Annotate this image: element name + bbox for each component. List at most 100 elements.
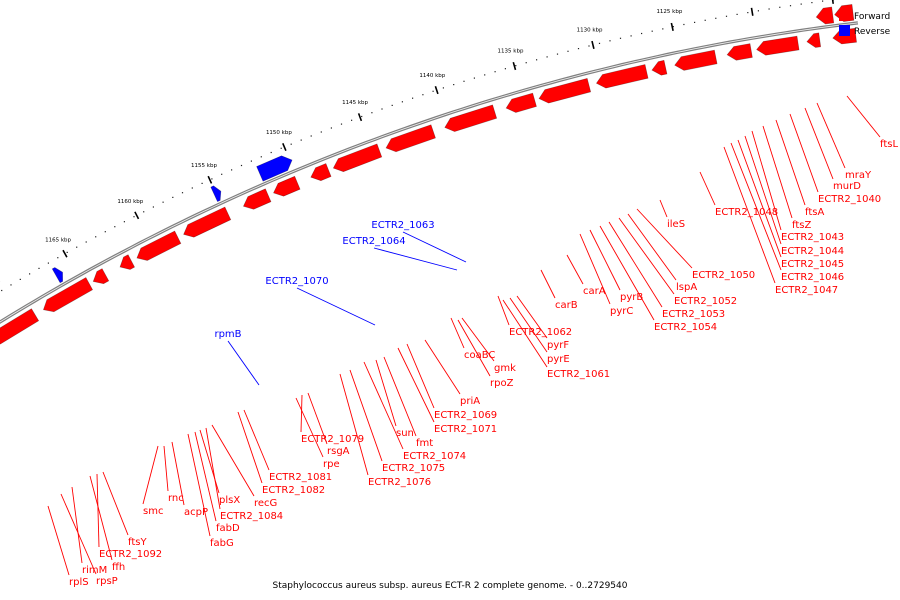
leader-line — [775, 119, 806, 206]
leader-line — [397, 347, 435, 423]
leader-line — [516, 295, 548, 339]
leader-line — [608, 221, 663, 308]
leader-line — [373, 247, 458, 271]
gene-label: ECTR2_1050 — [692, 270, 755, 281]
genome-caption: Staphylococcus aureus subsp. aureus ECT-… — [273, 581, 628, 591]
scale-dot — [779, 6, 781, 8]
forward-gene — [538, 78, 592, 104]
scale-dot — [133, 216, 135, 218]
forward-gene — [815, 6, 835, 25]
leader-line — [47, 505, 70, 576]
forward-gene — [756, 35, 800, 56]
scale-dot — [191, 187, 193, 189]
legend-label-reverse: Reverse — [854, 27, 891, 37]
scale-dot — [340, 123, 343, 125]
leader-line — [295, 397, 324, 458]
leader-line — [171, 441, 185, 506]
gene-label: rplS — [69, 577, 89, 588]
scale-dot — [10, 284, 12, 286]
gene-label: coaBC — [464, 350, 495, 361]
scale-dot — [432, 90, 434, 92]
scale-dot — [401, 101, 403, 103]
gene-label: ECTR2_1070 — [265, 276, 328, 287]
scale-dot — [290, 143, 292, 145]
tick-mark — [434, 86, 439, 95]
scale-dot — [123, 221, 125, 223]
scale-dot — [1, 289, 3, 292]
gene-label: ECTR2_1079 — [301, 434, 364, 445]
scale-dot — [280, 147, 282, 149]
scale-dot — [567, 50, 569, 52]
leader-line — [300, 394, 303, 433]
scale-dot — [811, 2, 813, 4]
gene-label: ECTR2_1047 — [775, 285, 838, 296]
gene-label: lspA — [676, 282, 697, 293]
legend-label-forward: Forward — [854, 12, 890, 22]
forward-gene — [505, 92, 537, 113]
leader-line — [349, 369, 383, 462]
scale-dot — [694, 21, 696, 23]
tick-mark — [357, 113, 363, 122]
gene-label: rpe — [323, 459, 340, 470]
scale-dot — [577, 48, 580, 50]
leader-line — [187, 433, 211, 537]
gene-label: sun — [396, 428, 414, 439]
gene-label: ECTR2_1084 — [220, 511, 283, 522]
scale-dot — [683, 23, 685, 26]
forward-gene — [92, 268, 110, 285]
leader-line — [375, 359, 397, 427]
forward-gene — [806, 32, 822, 48]
gene-label: plsX — [219, 495, 240, 506]
tick-label: 1160 kbp — [117, 199, 143, 205]
gene-label: ECTR2_1069 — [434, 410, 497, 421]
forward-gene — [310, 163, 332, 182]
gene-label: pyrF — [547, 340, 569, 351]
leader-line — [699, 171, 716, 206]
tick-label: 1170 kbp — [0, 279, 1, 285]
tick-mark — [512, 61, 517, 71]
scale-dot — [453, 84, 455, 86]
scale-dot — [494, 71, 496, 73]
forward-gene — [183, 206, 232, 238]
scale-dot — [715, 17, 717, 19]
leader-line — [589, 229, 621, 291]
leader-line — [744, 135, 782, 245]
scale-dot — [201, 182, 203, 184]
forward-gene — [136, 230, 182, 261]
scale-dot — [768, 8, 770, 10]
gene-label: rsgA — [327, 446, 350, 457]
gene-label: ftsA — [805, 207, 824, 218]
tick-mark — [134, 211, 140, 220]
label-leader-lines — [47, 95, 881, 576]
scale-dot — [598, 42, 601, 44]
leader-line — [194, 431, 217, 522]
gene-label: ECTR2_1075 — [382, 463, 445, 474]
leader-line — [599, 225, 655, 321]
gene-label: ftsL — [880, 139, 898, 150]
scale-dot — [95, 236, 97, 238]
leader-line — [71, 486, 83, 564]
scale-dot — [29, 273, 31, 275]
gene-features — [0, 4, 857, 345]
gene-label: carA — [583, 286, 606, 297]
scale-dot — [442, 87, 444, 89]
tick-mark — [670, 22, 674, 31]
scale-dot — [76, 246, 78, 248]
leader-line — [461, 317, 495, 362]
scale-dot — [412, 97, 414, 99]
scale-dot — [757, 10, 759, 12]
forward-gene — [444, 104, 498, 132]
gene-label: carB — [555, 300, 578, 311]
scale-dot — [536, 59, 538, 61]
leader-line — [383, 356, 417, 437]
scale-dot — [300, 139, 302, 141]
gene-label: ECTR2_1064 — [342, 236, 405, 247]
scale-dot — [822, 0, 824, 2]
leader-line — [102, 471, 129, 536]
scale-dot — [515, 65, 517, 67]
leader-line — [205, 427, 221, 510]
scale-dot — [310, 135, 312, 137]
scale-dot — [371, 112, 373, 114]
